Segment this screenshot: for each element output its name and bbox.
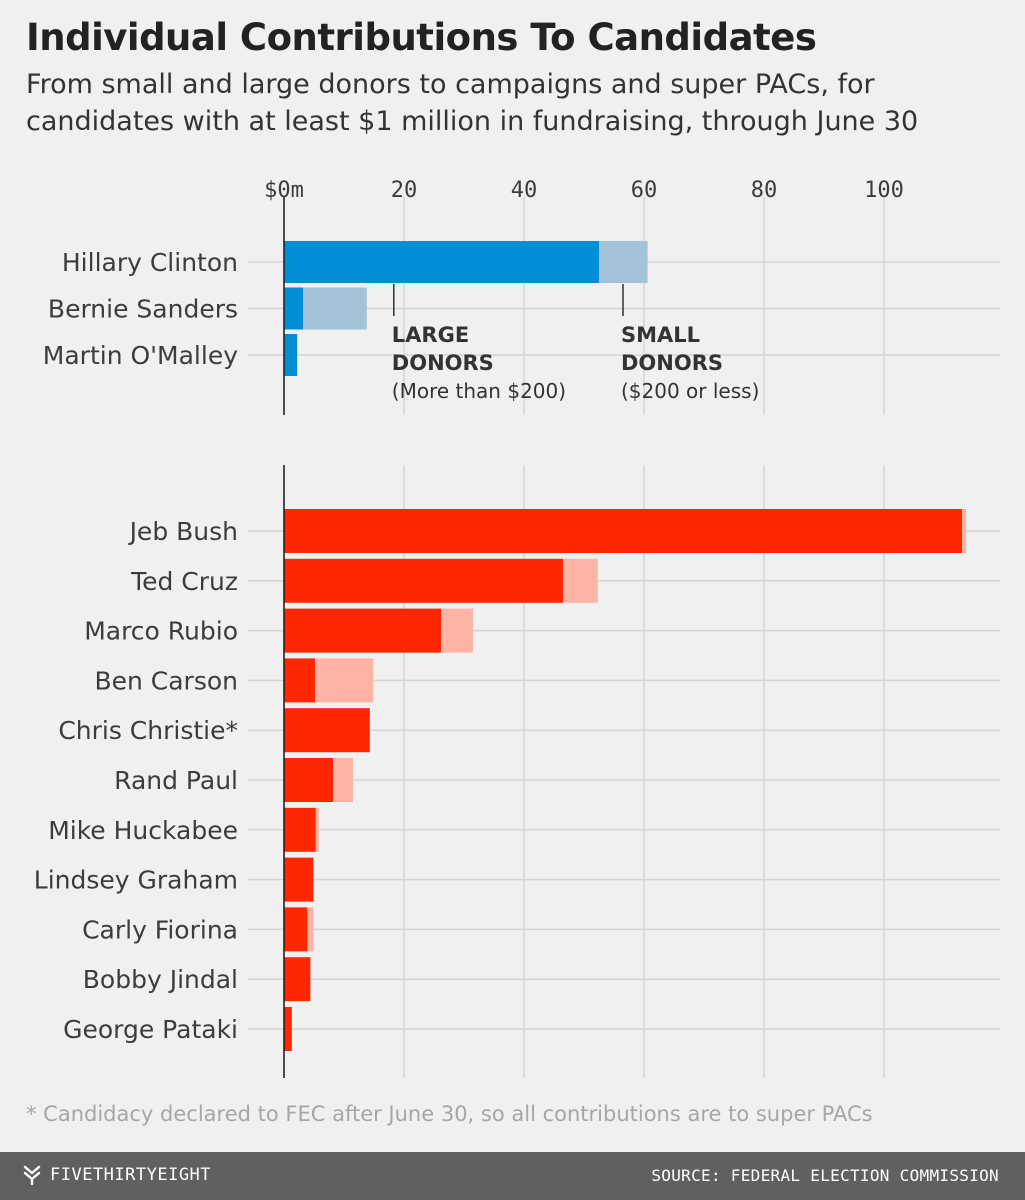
bar-small-donors <box>315 658 374 703</box>
category-label: Bobby Jindal <box>83 965 238 994</box>
bar-small-donors <box>333 758 353 802</box>
category-label: Hillary Clinton <box>62 248 238 277</box>
bar-large-donors <box>284 509 962 553</box>
bar-large-donors <box>284 857 314 902</box>
category-label: Ted Cruz <box>130 567 238 596</box>
contributions-chart: Hillary Clinton Bernie Sanders Martin O'Ma… <box>34 178 1000 1078</box>
bar-large-donors <box>284 758 334 802</box>
category-label: Marco Rubio <box>84 617 238 646</box>
category-label: Martin O'Malley <box>43 341 238 370</box>
bar-large-donors <box>284 287 304 330</box>
category-label: Chris Christie* <box>58 716 238 745</box>
bar-small-donors <box>441 608 473 653</box>
brand-name: FIVETHIRTYEIGHT <box>50 1165 212 1185</box>
source-credit: SOURCE: FEDERAL ELECTION COMMISSION <box>651 1166 999 1185</box>
x-tick-label: $0m <box>264 178 304 203</box>
chart-title: Individual Contributions To Candidates <box>26 16 817 59</box>
annotation-series-label: LARGE <box>392 323 469 347</box>
bar-small-donors <box>599 241 648 283</box>
x-tick-label: 60 <box>631 178 658 203</box>
fivethirtyeight-logo-icon <box>23 1165 41 1185</box>
category-label: Mike Huckabee <box>48 816 238 845</box>
annotation-note: (More than $200) <box>392 379 566 403</box>
annotation-note: ($200 or less) <box>621 379 759 403</box>
bar-small-donors <box>307 907 314 952</box>
bar-large-donors <box>284 608 442 653</box>
annotation-series-label: SMALL <box>621 323 700 347</box>
bar-large-donors <box>284 957 311 1002</box>
category-label: Carly Fiorina <box>82 915 238 944</box>
annotation-series-label: DONORS <box>392 351 494 375</box>
bar-small-donors <box>303 287 367 330</box>
category-label: Rand Paul <box>114 766 238 795</box>
bar-large-donors <box>284 807 316 852</box>
category-label: Lindsey Graham <box>34 866 238 895</box>
x-tick-label: 100 <box>864 178 904 203</box>
bar-large-donors <box>284 241 599 283</box>
bar-large-donors <box>284 907 308 952</box>
bar-large-donors <box>284 558 563 603</box>
x-tick-label: 40 <box>511 178 538 203</box>
bar-small-donors <box>563 558 598 603</box>
category-label: Ben Carson <box>94 666 238 695</box>
x-tick-label: 20 <box>391 178 418 203</box>
annotation-series-label: DONORS <box>621 351 723 375</box>
category-label: Bernie Sanders <box>48 295 238 324</box>
bar-large-donors <box>284 334 298 376</box>
bar-small-donors <box>315 807 319 852</box>
category-label: George Pataki <box>63 1015 238 1044</box>
bar-large-donors <box>284 708 370 753</box>
bar-large-donors <box>284 1007 292 1051</box>
x-tick-label: 80 <box>751 178 778 203</box>
bar-large-donors <box>284 658 316 703</box>
brand[interactable]: FIVETHIRTYEIGHT <box>22 1165 211 1185</box>
category-label: Jeb Bush <box>128 517 238 546</box>
bar-small-donors <box>962 509 967 553</box>
footer-bar: FIVETHIRTYEIGHT SOURCE: FEDERAL ELECTION… <box>0 1152 1025 1200</box>
chart-subtitle: From small and large donors to campaigns… <box>26 69 919 137</box>
footnote: * Candidacy declared to FEC after June 3… <box>26 1102 873 1126</box>
